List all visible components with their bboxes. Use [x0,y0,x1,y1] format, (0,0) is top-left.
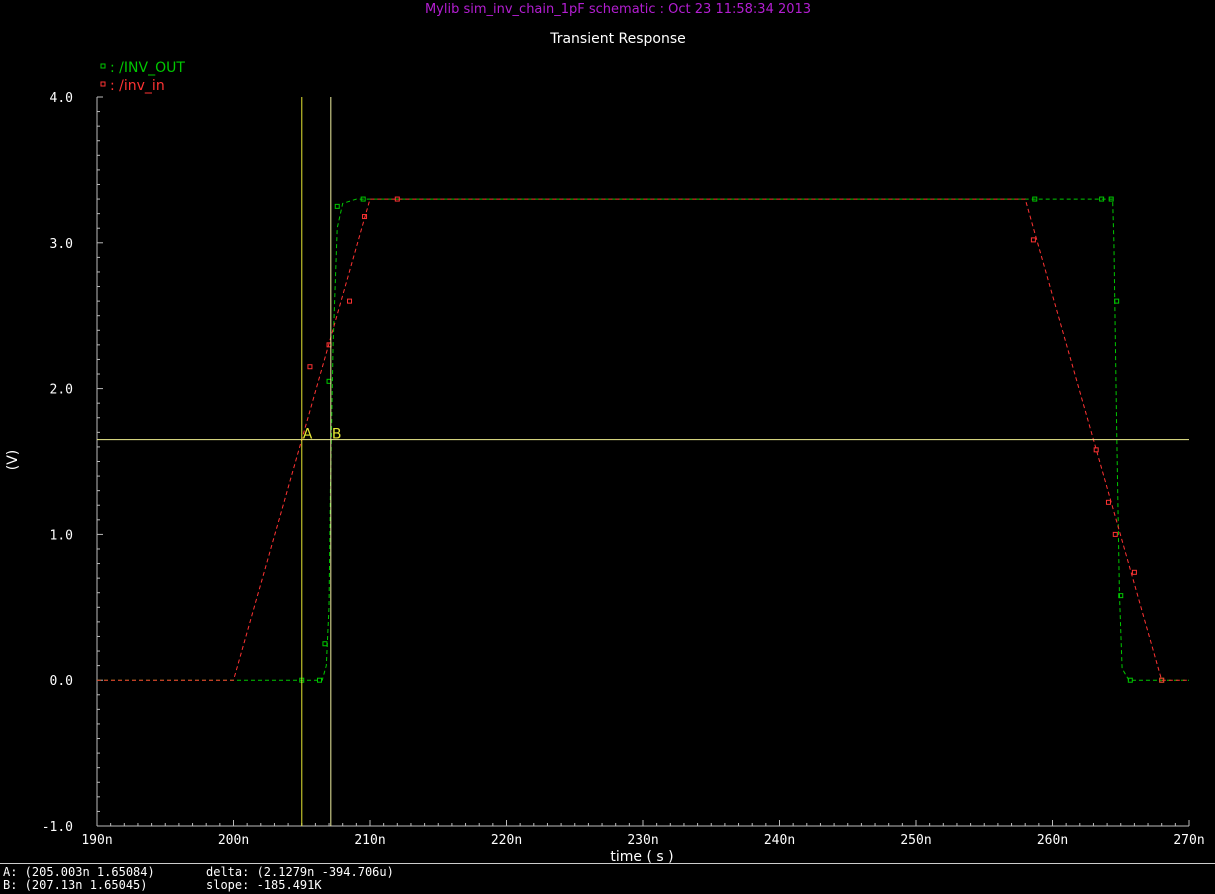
y-tick-label: 2.0 [50,383,73,398]
legend: : /INV_OUT : /inv_in [100,60,185,94]
series-marker-1 [1131,569,1137,575]
y-tick-label: 3.0 [50,237,73,252]
series-marker-0 [316,677,322,683]
status-bar: A: (205.003n 1.65084) B: (207.13n 1.6504… [0,863,1215,894]
series-marker-1 [1093,447,1099,453]
x-tick-label: 260n [1037,833,1068,848]
legend-entry: : /INV_OUT [110,60,185,76]
x-tick-label: 270n [1173,833,1204,848]
series-line-1 [97,198,1189,681]
series-layer [97,196,1189,683]
legend-marker [100,63,106,69]
series-marker-0 [1114,298,1120,304]
series-marker-0 [1108,196,1114,202]
series-marker-1 [394,196,400,202]
slope-readout: slope: -185.491K [206,878,322,892]
series-marker-0 [1032,196,1038,202]
series-marker-1 [307,364,313,370]
delta-readout: delta: (2.1279n -394.706u) [206,865,394,879]
series-marker-0 [1118,593,1124,599]
x-tick-label: 220n [491,833,522,848]
axes: -1.0 0.0 1.0 2.0 3.0 4.0 190n 200n 210n 220n 230n 2… [42,91,1205,848]
series-marker-0 [360,196,366,202]
waveform-plot[interactable]: Mylib sim_inv_chain_1pF schematic : Oct … [0,0,1215,863]
y-tick-label: 4.0 [50,91,73,106]
window-header: Mylib sim_inv_chain_1pF schematic : Oct … [425,2,811,17]
x-tick-label: 200n [218,833,249,848]
y-tick-label: 1.0 [50,528,73,543]
series-marker-0 [1127,677,1133,683]
series-marker-0 [322,641,328,647]
cursor-label-B: B [332,427,342,443]
y-tick-label: -1.0 [42,820,73,835]
cursor-label-A: A [303,427,313,443]
series-marker-1 [347,298,353,304]
x-tick-label: 240n [764,833,795,848]
legend-entry: : /inv_in [110,78,165,94]
x-tick-label: 190n [81,833,112,848]
legend-marker [100,81,106,87]
series-marker-1 [1030,237,1036,243]
cursor-b-readout: B: (207.13n 1.65045) [3,878,148,892]
series-marker-1 [1159,677,1165,683]
series-marker-0 [334,203,340,209]
x-tick-label: 250n [900,833,931,848]
cursor-a-readout: A: (205.003n 1.65084) [3,865,155,879]
series-marker-0 [1099,196,1105,202]
series-marker-1 [1105,499,1111,505]
y-axis-label: (V) [5,450,21,471]
series-marker-1 [362,214,368,220]
x-tick-label: 230n [627,833,658,848]
series-marker-1 [1112,531,1118,537]
series-line-0 [97,198,1189,681]
x-tick-label: 210n [354,833,385,848]
x-axis-label: time ( s ) [610,849,673,863]
y-tick-label: 0.0 [50,674,73,689]
chart-title: Transient Response [549,31,686,47]
